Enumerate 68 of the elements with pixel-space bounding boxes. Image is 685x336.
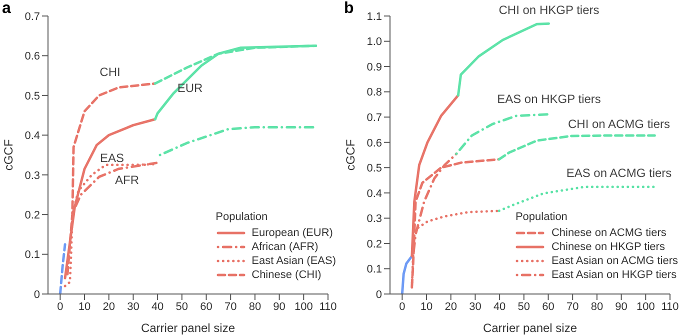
legend-label: African (AFR) xyxy=(252,240,318,254)
y-tick-label: 0.7 xyxy=(366,112,382,124)
annotation: AFR xyxy=(115,173,139,187)
y-tick-label: 0.7 xyxy=(24,10,40,23)
legend-title: Population xyxy=(216,210,269,224)
y-axis-title: cGCF xyxy=(343,139,358,171)
x-tick-label: 90 xyxy=(273,300,286,313)
y-tick-label: 0.1 xyxy=(24,249,40,262)
annotation: CHI on HKGP tiers xyxy=(498,3,600,17)
annotation: EUR xyxy=(177,81,203,95)
x-tick-label: 20 xyxy=(444,300,457,313)
x-tick-label: 0 xyxy=(57,300,64,313)
legend-label: East Asian (EAS) xyxy=(252,254,336,268)
y-tick-label: 0.5 xyxy=(24,90,40,102)
annotation: EAS on ACMG tiers xyxy=(566,166,672,180)
annotation: CHI on ACMG tiers xyxy=(568,117,670,131)
y-tick-label: 0.6 xyxy=(24,50,40,63)
legend-label: European (EUR) xyxy=(252,226,333,240)
x-tick-label: 70 xyxy=(566,300,579,313)
x-tick-label: 80 xyxy=(248,300,262,313)
y-tick-label: 1.1 xyxy=(366,10,382,23)
annotation: CHI xyxy=(100,65,120,79)
y-tick-label: 0.6 xyxy=(366,137,382,150)
x-tick-label: 30 xyxy=(127,300,140,313)
y-tick-label: 0 xyxy=(34,288,40,301)
y-tick-label: 0.2 xyxy=(24,209,40,222)
x-tick-label: 110 xyxy=(661,300,679,313)
x-axis-title: Carrier panel size xyxy=(140,321,236,335)
y-tick-label: 1.0 xyxy=(366,36,382,48)
y-tick-label: 0.4 xyxy=(24,130,40,142)
legend-label: East Asian on HKGP tiers xyxy=(551,268,677,282)
x-tick-label: 30 xyxy=(469,300,482,313)
y-tick-label: 0.3 xyxy=(366,213,382,226)
y-tick-label: 0.3 xyxy=(24,170,40,182)
legend-label: Chinese (CHI) xyxy=(252,268,322,282)
x-tick-label: 70 xyxy=(224,300,237,313)
x-tick-label: 50 xyxy=(176,300,188,313)
chart-title: a xyxy=(2,0,11,18)
x-tick-label: 100 xyxy=(636,300,655,313)
y-tick-label: 0.5 xyxy=(366,162,382,175)
x-tick-label: 0 xyxy=(399,300,406,313)
x-axis-title: Carrier panel size xyxy=(482,321,578,335)
x-tick-label: 40 xyxy=(493,300,506,313)
annotation: EAS xyxy=(100,151,124,165)
legend-label: Chinese on HKGP tiers xyxy=(551,240,665,254)
y-tick-label: 0.1 xyxy=(366,264,382,276)
x-tick-label: 60 xyxy=(200,300,212,313)
x-tick-label: 110 xyxy=(319,300,337,313)
x-tick-label: 10 xyxy=(78,300,91,313)
x-tick-label: 40 xyxy=(151,300,164,313)
y-tick-label: 0 xyxy=(376,288,382,301)
x-tick-label: 80 xyxy=(590,300,604,313)
chart-title: b xyxy=(344,0,354,18)
x-tick-label: 90 xyxy=(615,300,628,313)
x-tick-label: 50 xyxy=(518,300,530,313)
x-tick-label: 60 xyxy=(542,300,554,313)
annotation: EAS on HKGP tiers xyxy=(497,92,601,106)
y-axis-title: cGCF xyxy=(1,139,16,171)
y-tick-label: 0.2 xyxy=(366,238,382,250)
legend-label: Chinese on ACMG tiers xyxy=(551,226,666,240)
x-tick-label: 100 xyxy=(294,300,313,313)
y-tick-label: 0.9 xyxy=(366,61,382,74)
x-tick-label: 10 xyxy=(420,300,433,313)
y-tick-label: 0.8 xyxy=(366,86,382,99)
x-tick-label: 20 xyxy=(102,300,115,313)
legend-title: Population xyxy=(515,210,568,224)
legend-label: East Asian on ACMG tiers xyxy=(551,254,678,268)
y-tick-label: 0.4 xyxy=(366,188,382,200)
